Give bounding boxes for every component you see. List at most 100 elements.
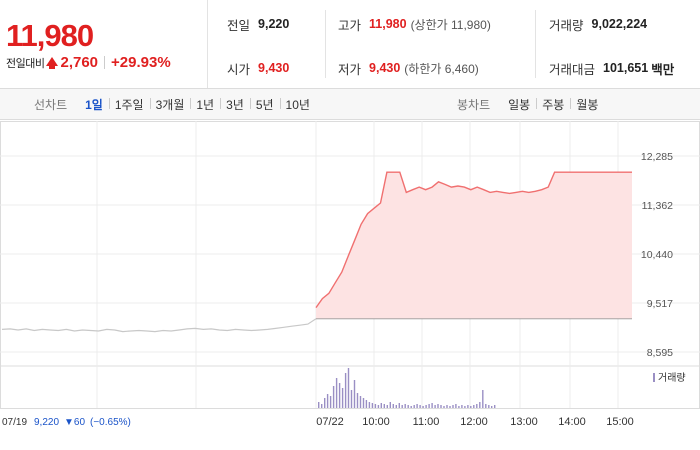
line-tab-6[interactable]: 10년: [279, 96, 316, 113]
change-percent: +29.93%: [111, 54, 171, 71]
change-label: 전일대비: [6, 57, 45, 70]
volume-bar: [341, 388, 344, 408]
high-cell: 고가 11,980 (상한가 11,980): [338, 2, 491, 46]
change-amount: 2,760: [60, 54, 99, 71]
volume-bar: [473, 405, 475, 408]
low-label: 저가: [338, 62, 362, 77]
y-tick-label: 8,595: [647, 347, 673, 359]
volume-bar: [374, 404, 377, 408]
today-area-fill: [316, 172, 632, 319]
volume-bar: [467, 405, 469, 408]
volume-bar: [449, 406, 451, 408]
price-chart-svg: 12,285 11,362 10,440 9,517 8,595 거래량 07/22 10:0…: [0, 121, 700, 428]
x-tick-label: 10:00: [362, 416, 390, 428]
volume-bar: [362, 398, 365, 408]
prev-close-cell: 전일 9,220: [227, 2, 289, 46]
candle-tab-0[interactable]: 일봉: [508, 97, 531, 112]
volume-bar: [344, 373, 347, 408]
high-value: 11,980: [369, 17, 407, 31]
prev-close-value: 9,220: [258, 17, 290, 31]
amount-cell: 거래대금 101,651 백만: [549, 46, 674, 90]
x-tick-label: 13:00: [510, 416, 538, 428]
volume-bar: [455, 404, 457, 408]
line-tab-5[interactable]: 5년: [249, 96, 280, 113]
volume-bar: [326, 394, 329, 408]
volume-bar: [422, 406, 424, 408]
volume-legend-label: 거래량: [658, 372, 686, 384]
y-tick-label: 11,362: [642, 200, 673, 212]
volume-bar: [428, 404, 430, 408]
volume-bar: [425, 405, 427, 408]
volume-bar: [446, 405, 448, 408]
volume-bar: [350, 390, 353, 408]
volume-bar: [434, 405, 436, 408]
volume-value: 9,022,224: [591, 17, 648, 31]
open-cell: 시가 9,430: [227, 46, 289, 90]
open-value: 9,430: [258, 61, 290, 75]
candle-tab-1[interactable]: 주봉: [536, 96, 570, 113]
low-value: 9,430: [369, 61, 401, 75]
volume-bar: [479, 402, 481, 408]
y-tick-label: 10,440: [641, 249, 673, 261]
volume-legend-swatch: [653, 373, 655, 382]
volume-bar: [377, 405, 380, 408]
prev-pct-label: (−0.65%): [90, 417, 131, 428]
low-cell: 저가 9,430 (하한가 6,460): [338, 46, 479, 90]
x-tick-label: 15:00: [606, 416, 634, 428]
volume-bar: [461, 405, 463, 408]
volume-bar: [452, 405, 454, 408]
divider: [535, 10, 536, 78]
chart-tab-bar: 선차트 1일 1주일 3개월 1년 3년 5년 10년 봉차트 일봉 주봉 월봉: [0, 88, 700, 120]
candle-tab-2[interactable]: 월봉: [570, 96, 604, 113]
volume-bar: [398, 403, 400, 408]
x-tick-label: 07/22: [316, 416, 344, 428]
divider: [325, 10, 326, 78]
volume-bar: [413, 405, 415, 408]
x-tick-label: 14:00: [558, 416, 586, 428]
amount-label: 거래대금: [549, 62, 596, 77]
volume-bar: [368, 402, 371, 408]
volume-bar: [485, 404, 487, 408]
volume-bar: [401, 405, 403, 408]
price-chart[interactable]: 12,285 11,362 10,440 9,517 8,595 거래량 07/22 10:0…: [0, 121, 700, 450]
up-arrow-icon: [46, 57, 59, 69]
volume-bar: [443, 406, 445, 408]
volume-cell: 거래량 9,022,224: [549, 2, 647, 46]
upper-limit: (상한가 11,980): [410, 17, 491, 32]
prev-close-label: 전일: [227, 18, 251, 33]
volume-bar: [494, 405, 496, 408]
line-tab-2[interactable]: 3개월: [149, 96, 191, 113]
line-chart-tabs: 선차트 1일 1주일 3개월 1년 3년 5년 10년: [34, 89, 316, 119]
today-price-line: [315, 171, 632, 309]
volume-bar: [371, 403, 374, 408]
stock-info-grid: 전일 9,220 시가 9,430 고가 11,980 (상한가 11,980)…: [209, 0, 700, 88]
line-tab-1[interactable]: 1주일: [108, 96, 150, 113]
volume-bar: [389, 402, 391, 408]
current-price: 11,980: [6, 18, 94, 53]
candle-chart-title: 봉차트: [457, 97, 491, 112]
volume-bar: [332, 386, 335, 408]
line-tab-3[interactable]: 1년: [190, 96, 220, 113]
lower-limit: (하한가 6,460): [404, 61, 479, 76]
prev-change-label: ▼60: [64, 417, 85, 428]
volume-bar: [407, 405, 409, 408]
open-label: 시가: [227, 62, 251, 77]
volume-bar: [482, 390, 484, 408]
volume-bar: [338, 383, 341, 408]
candle-chart-tabs: 봉차트 일봉 주봉 월봉: [457, 89, 604, 119]
volume-bar: [437, 404, 439, 408]
prev-price-label: 9,220: [34, 417, 59, 428]
y-tick-label: 9,517: [647, 298, 673, 310]
amount-value: 101,651: [603, 61, 649, 75]
volume-bar: [476, 404, 478, 408]
volume-bar: [488, 405, 490, 408]
volume-bar: [416, 404, 418, 408]
line-chart-title: 선차트: [34, 97, 68, 112]
volume-bar: [431, 403, 433, 408]
y-tick-label: 12,285: [641, 151, 673, 163]
line-tab-4[interactable]: 3년: [220, 96, 250, 113]
volume-bar: [318, 402, 320, 408]
volume-bar: [404, 404, 406, 408]
volume-label: 거래량: [549, 18, 584, 33]
line-tab-0[interactable]: 1일: [85, 97, 103, 112]
